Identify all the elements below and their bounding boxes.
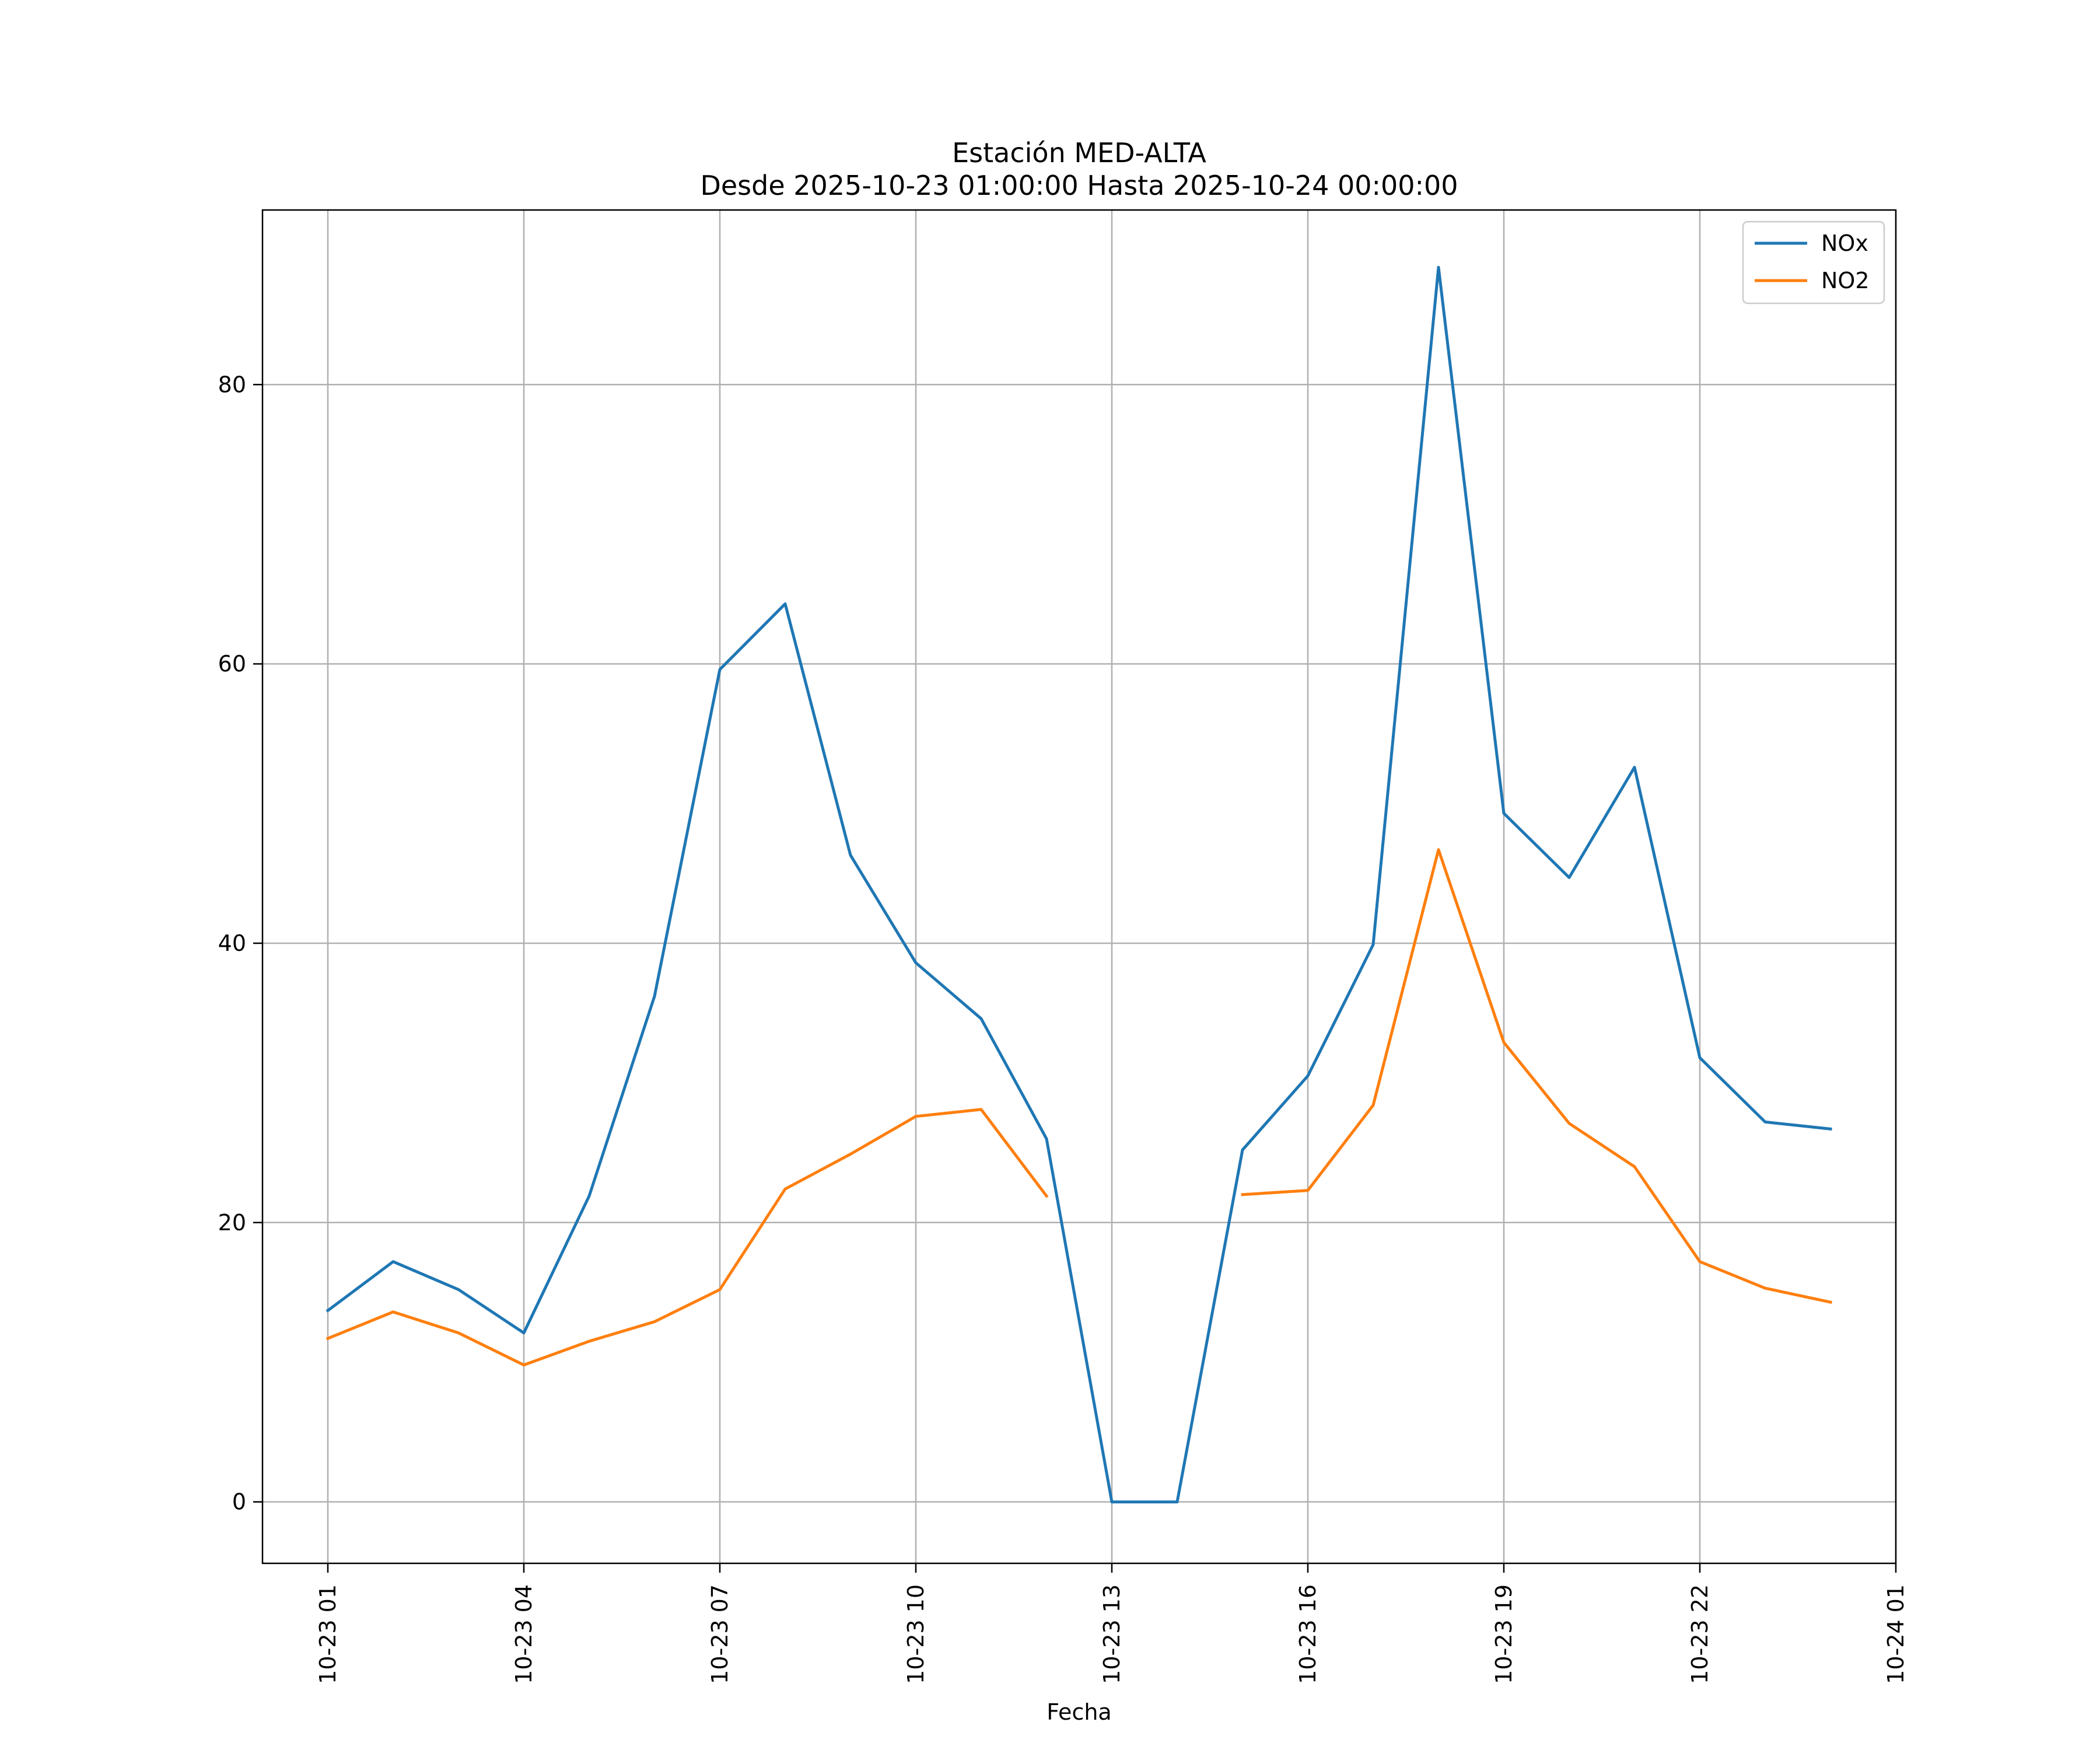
x-axis-label: Fecha [1046, 1699, 1111, 1725]
x-tick-label: 10-23 04 [511, 1584, 537, 1684]
y-axis-ticks: 0 20 40 60 80 [218, 372, 262, 1515]
legend-label-no2: NO2 [1821, 268, 1870, 293]
x-tick-label: 10-23 10 [903, 1584, 929, 1684]
x-tick-label: 10-24 01 [1883, 1584, 1909, 1684]
x-axis-ticks: 10-23 01 10-23 04 10-23 07 10-23 10 10-23 13… [315, 1563, 1909, 1684]
y-tick-label: 20 [218, 1210, 246, 1236]
x-tick-label: 10-23 22 [1687, 1584, 1713, 1684]
y-tick-label: 80 [218, 372, 246, 397]
x-tick-label: 10-23 19 [1491, 1584, 1517, 1684]
x-tick-label: 10-23 01 [315, 1584, 341, 1684]
x-tick-label: 10-23 16 [1295, 1584, 1321, 1684]
plot-frame [261, 209, 1897, 1564]
series-line-nox [326, 265, 1832, 1504]
legend: NOx NO2 [1742, 220, 1885, 304]
series-lines [326, 265, 1832, 1504]
y-tick-label: 60 [218, 651, 246, 677]
x-tick-label: 10-23 07 [707, 1584, 733, 1684]
y-tick-label: 0 [232, 1489, 246, 1515]
plot-area [262, 210, 1896, 1563]
chart-title: Estación MED-ALTA [952, 137, 1206, 169]
x-tick-label: 10-23 13 [1099, 1584, 1125, 1684]
y-tick-label: 40 [218, 930, 246, 956]
legend-label-nox: NOx [1821, 230, 1868, 256]
series-line-no2 [326, 848, 1832, 1367]
chart-subtitle: Desde 2025-10-23 01:00:00 Hasta 2025-10-… [700, 170, 1458, 201]
